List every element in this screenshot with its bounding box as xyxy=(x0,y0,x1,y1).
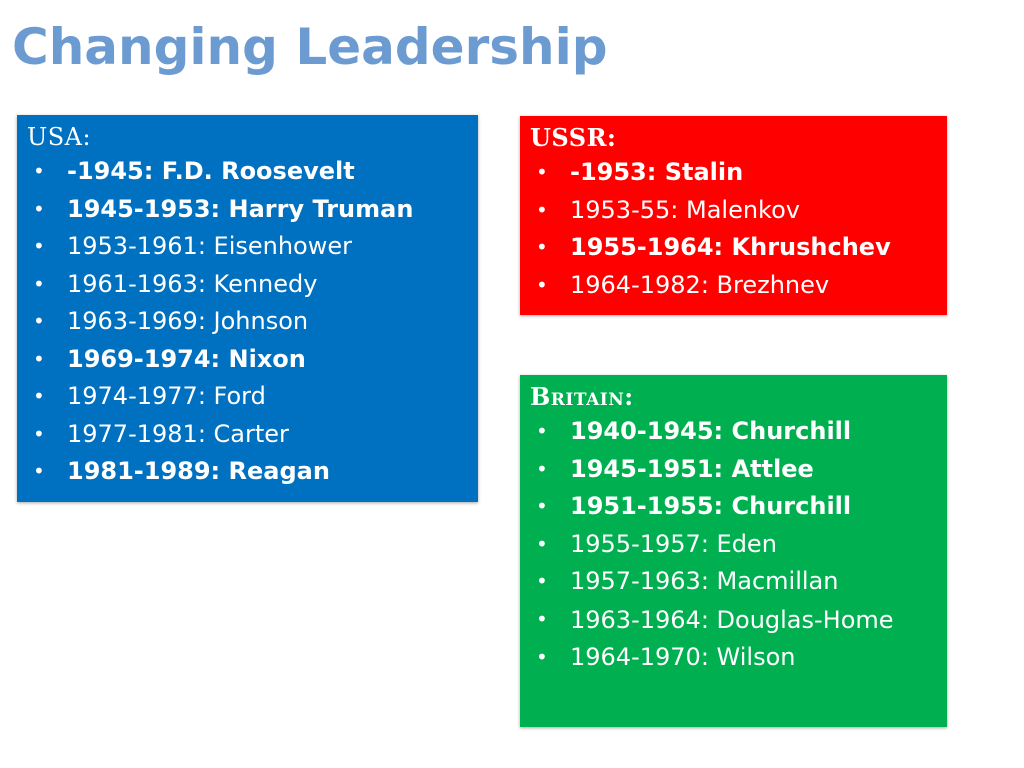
ussr-heading: USSR: xyxy=(530,123,617,152)
leader-item: • 1981-1989: Reagan xyxy=(27,453,468,491)
bullet-icon: • xyxy=(536,494,548,518)
leader-item: • -1945: F.D. Roosevelt xyxy=(27,153,468,191)
leader-item: • 1961-1963: Kennedy xyxy=(27,266,468,304)
leader-text: 1963-1964: Douglas-Home xyxy=(570,605,894,634)
bullet-icon: • xyxy=(33,309,45,333)
bullet-icon: • xyxy=(33,271,45,296)
bullet-icon: • xyxy=(536,235,548,259)
leader-item: • 1953-55: Malenkov xyxy=(530,192,937,230)
leader-item: • 1945-1951: Attlee xyxy=(530,451,937,489)
usa-box: USA: • -1945: F.D. Roosevelt • 1945-1953: H… xyxy=(17,115,478,502)
bullet-icon: • xyxy=(536,569,548,593)
bullet-icon: • xyxy=(536,456,548,481)
bullet-icon: • xyxy=(536,272,548,297)
ussr-box: USSR: • -1953: Stalin • 1953-55: Malenkov • 1… xyxy=(520,116,947,315)
leader-item: • 1969-1974: Nixon xyxy=(27,341,468,379)
leader-item: • 1940-1945: Churchill xyxy=(530,413,937,451)
leader-text: -1945: F.D. Roosevelt xyxy=(67,157,355,185)
leader-item: • 1963-1964: Douglas-Home xyxy=(530,601,937,639)
leader-text: 1969-1974: Nixon xyxy=(67,344,306,373)
bullet-icon: • xyxy=(536,197,548,222)
bullet-icon: • xyxy=(536,160,548,184)
bullet-icon: • xyxy=(33,459,45,483)
leader-text: 1940-1945: Churchill xyxy=(570,417,852,445)
bullet-icon: • xyxy=(536,419,548,443)
leader-text: 1945-1951: Attlee xyxy=(570,454,814,483)
leader-item: • 1953-1961: Eisenhower xyxy=(27,228,468,266)
bullet-icon: • xyxy=(33,196,45,221)
leader-item: • 1977-1981: Carter xyxy=(27,416,468,454)
bullet-icon: • xyxy=(33,421,45,446)
leader-text: 1951-1955: Churchill xyxy=(570,492,852,520)
leader-text: 1955-1957: Eden xyxy=(570,529,777,558)
usa-heading: USA: xyxy=(27,123,92,151)
bullet-icon: • xyxy=(33,234,45,258)
leader-text: 1945-1953: Harry Truman xyxy=(67,194,414,223)
leader-item: • -1953: Stalin xyxy=(530,154,937,192)
bullet-icon: • xyxy=(536,531,548,556)
leader-item: • 1964-1970: Wilson xyxy=(530,639,937,677)
britain-box: Britain: • 1940-1945: Churchill • 1945-1951… xyxy=(520,375,947,727)
leader-item: • 1945-1953: Harry Truman xyxy=(27,191,468,229)
leader-text: 1953-55: Malenkov xyxy=(570,195,800,224)
leader-item: • 1964-1982: Brezhnev xyxy=(530,267,937,305)
britain-leader-list: • 1940-1945: Churchill • 1945-1951: Attlee •… xyxy=(530,413,937,676)
bullet-icon: • xyxy=(536,606,548,631)
leader-item: • 1951-1955: Churchill xyxy=(530,488,937,526)
ussr-leader-list: • -1953: Stalin • 1953-55: Malenkov • 1955-19… xyxy=(530,154,937,304)
leader-text: 1957-1963: Macmillan xyxy=(570,567,839,595)
leader-text: 1964-1970: Wilson xyxy=(570,642,796,671)
leader-item: • 1955-1964: Khrushchev xyxy=(530,229,937,267)
bullet-icon: • xyxy=(33,159,45,183)
leader-item: • 1963-1969: Johnson xyxy=(27,303,468,341)
leader-text: 1964-1982: Brezhnev xyxy=(570,270,830,299)
leader-text: 1974-1977: Ford xyxy=(67,382,266,410)
leader-text: 1977-1981: Carter xyxy=(67,419,289,448)
bullet-icon: • xyxy=(33,384,45,408)
leader-item: • 1955-1957: Eden xyxy=(530,526,937,564)
bullet-icon: • xyxy=(33,346,45,371)
leader-text: 1961-1963: Kennedy xyxy=(67,269,318,298)
leader-text: 1953-1961: Eisenhower xyxy=(67,232,352,260)
slide-title: Changing Leadership xyxy=(12,18,608,76)
usa-leader-list: • -1945: F.D. Roosevelt • 1945-1953: Harry … xyxy=(27,153,468,491)
leader-text: 1963-1969: Johnson xyxy=(67,307,309,335)
leader-text: 1981-1989: Reagan xyxy=(67,457,330,485)
britain-heading: Britain: xyxy=(530,382,634,411)
bullet-icon: • xyxy=(536,644,548,669)
leader-item: • 1974-1977: Ford xyxy=(27,378,468,416)
leader-item: • 1957-1963: Macmillan xyxy=(530,563,937,601)
leader-text: 1955-1964: Khrushchev xyxy=(570,233,891,261)
leader-text: -1953: Stalin xyxy=(570,158,744,186)
